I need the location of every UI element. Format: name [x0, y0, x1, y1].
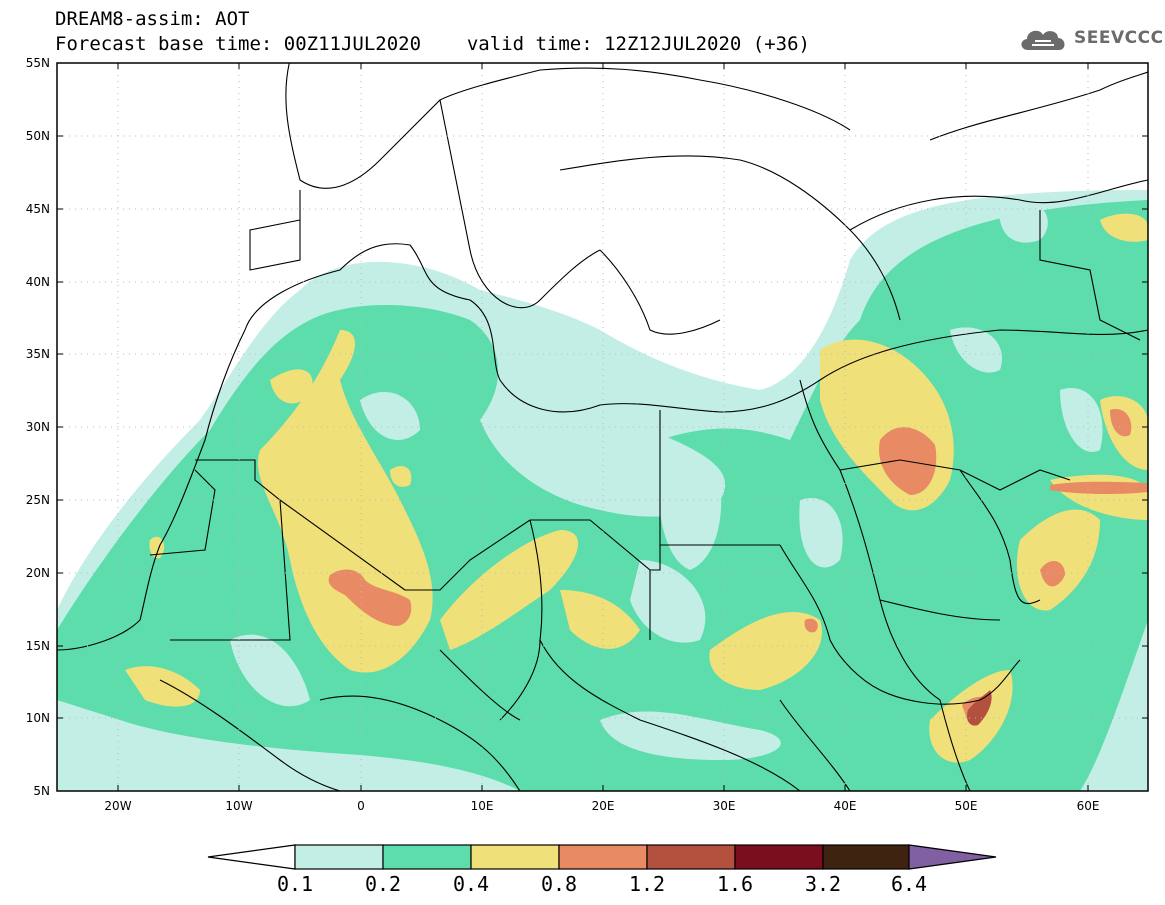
seevccc-logo: SEEVCCC	[1018, 24, 1164, 52]
lat-label-55n: 55N	[25, 56, 50, 70]
lon-label-0: 0	[357, 799, 365, 813]
forecast-times: Forecast base time: 00Z11JUL2020 valid t…	[55, 33, 810, 55]
colorbar-label-0.2: 0.2	[364, 872, 402, 896]
colorbar-label-3.2: 3.2	[804, 872, 842, 896]
lon-label-60e: 60E	[1076, 799, 1100, 813]
colorbar-swatch-0	[294, 844, 384, 870]
lat-label-30n: 30N	[25, 420, 50, 434]
aot-contour-1.2	[967, 690, 992, 726]
colorbar-label-1.6: 1.6	[716, 872, 754, 896]
colorbar-swatch-4	[646, 844, 736, 870]
colorbar-swatch-2	[470, 844, 560, 870]
lon-label-20e: 20E	[591, 799, 615, 813]
lat-label-10n: 10N	[25, 711, 50, 725]
colorbar-high-triangle	[908, 844, 997, 870]
borders	[57, 63, 1148, 791]
colorbar-low-triangle	[207, 844, 296, 870]
lon-label-50e: 50E	[954, 799, 978, 813]
axis-ticks	[57, 63, 1148, 791]
colorbar-swatch-1	[382, 844, 472, 870]
colorbar	[207, 844, 997, 870]
colorbar-swatch-5	[734, 844, 824, 870]
lon-label-40e: 40E	[833, 799, 857, 813]
lon-label-10e: 10E	[470, 799, 494, 813]
valid-time: valid time: 12Z12JUL2020 (+36)	[466, 33, 810, 55]
colorbar-label-0.8: 0.8	[540, 872, 578, 896]
aot-contour-0.4	[257, 330, 433, 673]
lat-label-15n: 15N	[25, 639, 50, 653]
lat-label-35n: 35N	[25, 347, 50, 361]
base-time: Forecast base time: 00Z11JUL2020	[55, 33, 422, 55]
logo-text: SEEVCCC	[1074, 28, 1164, 48]
colorbar-label-0.1: 0.1	[276, 872, 314, 896]
lat-label-40n: 40N	[25, 275, 50, 289]
map-frame	[56, 62, 1149, 792]
lat-label-20n: 20N	[25, 566, 50, 580]
lat-label-50n: 50N	[25, 129, 50, 143]
lon-label-20w: 20W	[104, 799, 132, 813]
colorbar-swatch-3	[558, 844, 648, 870]
aot-contour-0.8	[328, 569, 412, 626]
lat-label-5n: 5N	[33, 784, 50, 798]
map-title: DREAM8-assim: AOT	[55, 8, 250, 30]
colorbar-label-1.2: 1.2	[628, 872, 666, 896]
lat-label-25n: 25N	[25, 493, 50, 507]
lat-label-45n: 45N	[25, 202, 50, 216]
colorbar-label-0.4: 0.4	[452, 872, 490, 896]
lon-label-30e: 30E	[712, 799, 736, 813]
colorbar-label-6.4: 6.4	[890, 872, 928, 896]
colorbar-swatch-6	[822, 844, 910, 870]
lon-label-10w: 10W	[225, 799, 253, 813]
cloud-icon	[1021, 30, 1065, 50]
